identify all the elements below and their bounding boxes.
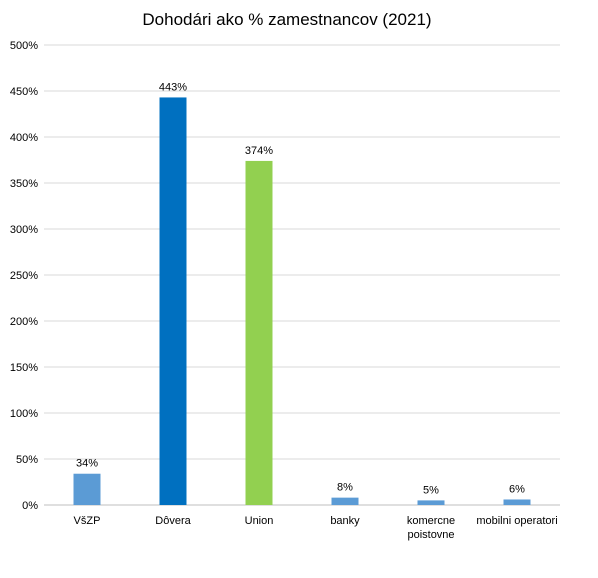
x-axis-categories: VšZP Dôvera Union banky komercne poistovne mob… xyxy=(74,515,558,541)
y-tick-label: 350% xyxy=(10,178,38,190)
bars xyxy=(73,97,531,506)
y-tick-label: 450% xyxy=(10,86,38,98)
bar xyxy=(331,497,359,505)
category-label: banky xyxy=(330,515,360,527)
y-tick-label: 400% xyxy=(10,132,38,144)
y-tick-label: 0% xyxy=(22,500,38,512)
data-label: 8% xyxy=(337,482,353,494)
y-tick-label: 300% xyxy=(10,224,38,236)
y-tick-label: 250% xyxy=(10,270,38,282)
y-tick-label: 200% xyxy=(10,316,38,328)
gridlines xyxy=(44,44,560,506)
data-labels: 34% 443% 374% 8% 5% 6% xyxy=(76,81,525,496)
data-label: 443% xyxy=(159,81,187,93)
category-label: VšZP xyxy=(74,515,101,527)
y-axis-ticks: 0% 50% 100% 150% 200% 250% 300% 350% 400% 450% 500… xyxy=(10,40,38,512)
category-label: Union xyxy=(245,515,274,527)
bar xyxy=(159,97,187,505)
data-label: 34% xyxy=(76,458,98,470)
category-label: Dôvera xyxy=(155,515,191,527)
bar xyxy=(503,499,531,505)
y-tick-label: 500% xyxy=(10,40,38,52)
data-label: 6% xyxy=(509,483,525,495)
data-label: 5% xyxy=(423,484,439,496)
category-label: mobilni operatori xyxy=(476,515,557,527)
bar xyxy=(417,500,445,505)
category-label: komercne xyxy=(407,515,455,527)
bar xyxy=(73,473,101,505)
category-label: poistovne xyxy=(407,529,454,541)
y-tick-label: 50% xyxy=(16,454,38,466)
bar xyxy=(245,160,273,506)
data-label: 374% xyxy=(245,145,273,157)
chart-title: Dohodári ako % zamestnancov (2021) xyxy=(142,10,431,29)
y-tick-label: 100% xyxy=(10,408,38,420)
y-tick-label: 150% xyxy=(10,362,38,374)
